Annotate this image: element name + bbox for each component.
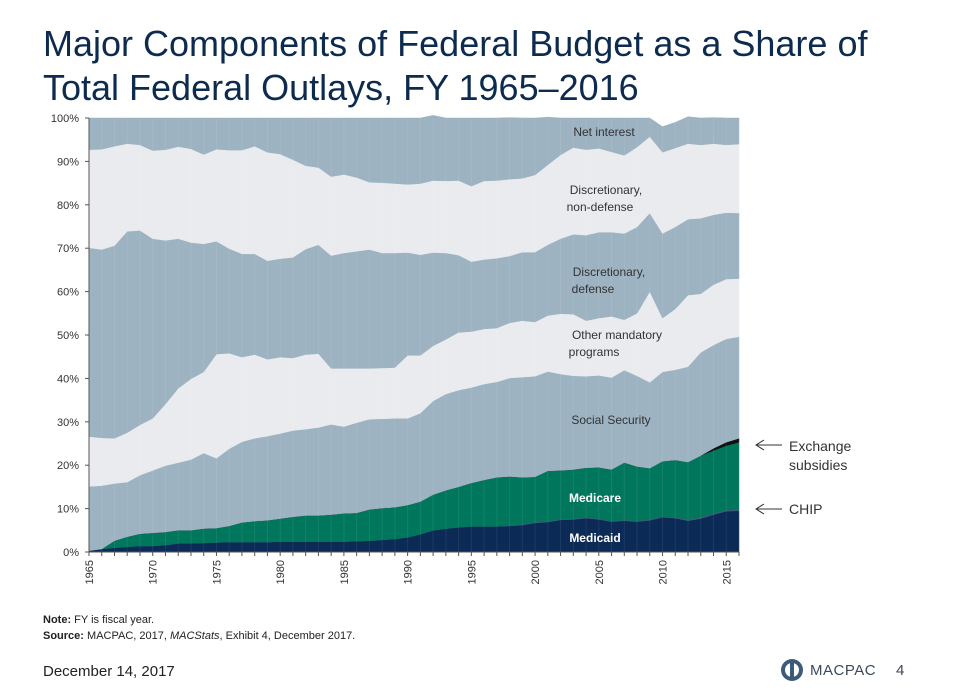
series-label: Medicare [569, 491, 621, 505]
axes-group: 0% 10% 20% 30% 40% 50% 60% 70% 80% 90% 100% 1965 197… [51, 113, 740, 584]
y-tick-label: 30% [57, 417, 79, 429]
series-label: Net interest [573, 125, 635, 139]
y-tick-label: 100% [51, 113, 79, 125]
x-tick-label: 2000 [530, 560, 542, 584]
source-line: Source: MACPAC, 2017, MACStats, Exhibit … [43, 628, 355, 644]
x-tick-label: 1990 [403, 560, 415, 584]
series-label: Discretionary, [570, 183, 642, 197]
y-tick-label: 60% [57, 287, 79, 299]
x-tick-label: 1975 [211, 560, 223, 584]
y-tick-label: 50% [57, 330, 79, 342]
source-post: , Exhibit 4, December 2017. [219, 630, 356, 642]
source-pre: MACPAC, 2017, [87, 630, 170, 642]
exchange-callout-line2: subsidies [789, 457, 847, 473]
x-tick-label: 2010 [658, 560, 670, 584]
y-tick-label: 80% [57, 200, 79, 212]
note-line: Note: FY is fiscal year. [43, 612, 355, 628]
footnote: Note: FY is fiscal year. Source: MACPAC,… [43, 612, 355, 644]
x-tick-label: 2005 [594, 560, 606, 584]
note-label: Note: [43, 614, 72, 626]
page-number: 4 [896, 662, 905, 679]
macpac-logo-icon [781, 659, 803, 681]
y-tick-label: 10% [57, 504, 79, 516]
x-tick-label: 1965 [84, 560, 96, 584]
series-label: Medicaid [569, 531, 620, 545]
chart-title: Major Components of Federal Budget as a … [43, 23, 868, 108]
source-label: Source: [43, 630, 84, 642]
chip-arrow-arrowhead [755, 503, 765, 515]
series-label: Discretionary, [573, 265, 645, 279]
x-tick-label: 1985 [339, 560, 351, 584]
series-labels-group: Net interest Discretionary, non-defense Dis… [567, 125, 662, 545]
x-tick-label: 1980 [275, 560, 287, 584]
macpac-logo: MACPAC [780, 658, 876, 682]
series-label: defense [572, 282, 615, 296]
series-label: programs [569, 345, 620, 359]
callouts-group: Exchange subsidies CHIP [755, 438, 851, 517]
logo-text: MACPAC [810, 661, 877, 679]
exchange-callout-line1: Exchange [789, 438, 851, 454]
footer-date: December 14, 2017 [43, 663, 175, 680]
y-tick-label: 40% [57, 373, 79, 385]
y-tick-label: 90% [57, 156, 79, 168]
y-tick-label: 70% [57, 243, 79, 255]
x-tick-label: 1970 [148, 560, 160, 584]
series-label: Other mandatory [572, 328, 662, 342]
stacked-area-chart: 0% 10% 20% 30% 40% 50% 60% 70% 80% 90% 100% 1965 197… [51, 113, 852, 584]
x-tick-label: 1995 [466, 560, 478, 584]
chip-callout: CHIP [789, 501, 822, 517]
series-label: non-defense [567, 200, 634, 214]
exchange-arrow-arrowhead [755, 439, 765, 451]
y-tick-label: 20% [57, 460, 79, 472]
x-tick-label: 2015 [721, 560, 733, 584]
y-tick-label: 0% [63, 547, 79, 559]
note-text: FY is fiscal year. [74, 614, 155, 626]
source-italic: MACStats [169, 630, 220, 642]
area-net-interest [88, 115, 740, 187]
series-label: Social Security [571, 413, 650, 427]
